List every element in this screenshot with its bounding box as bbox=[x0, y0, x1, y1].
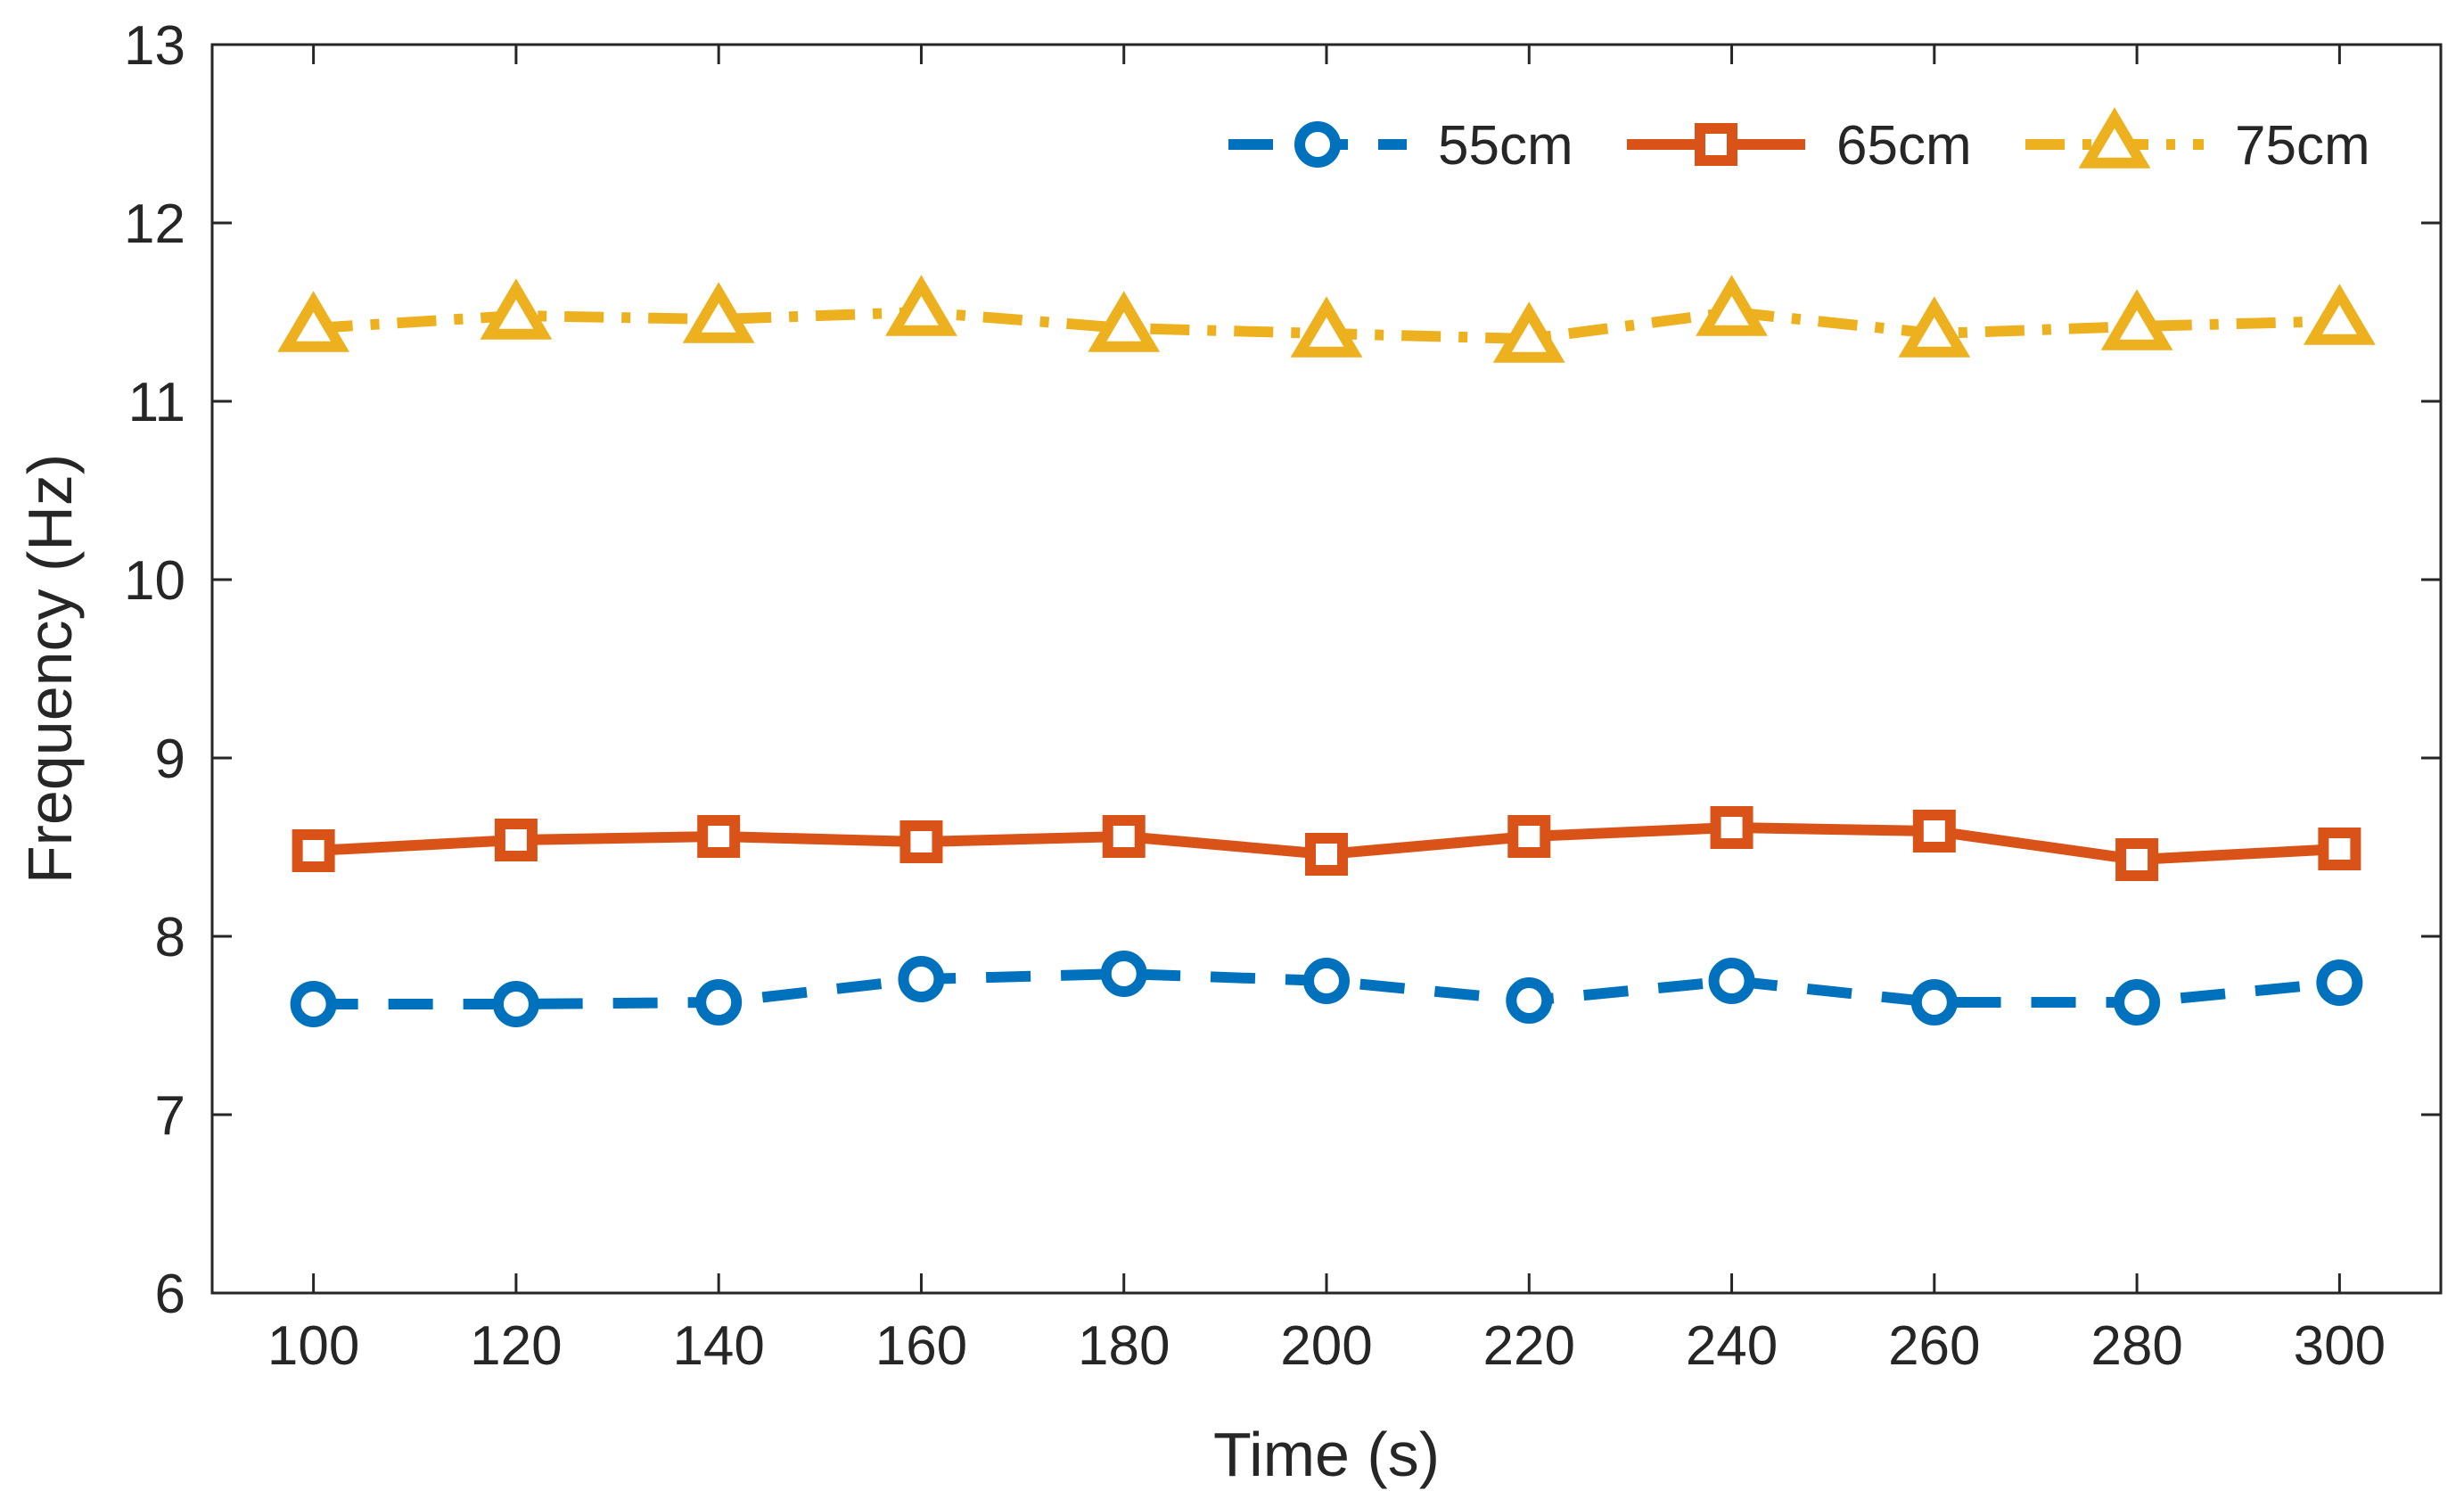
data-point-75cm-140 bbox=[682, 282, 755, 343]
legend-label-55cm: 55cm bbox=[1438, 115, 1573, 177]
data-point-65cm-120 bbox=[494, 819, 538, 861]
y-tick-label: 10 bbox=[124, 550, 185, 612]
legend-marker-75cm bbox=[2078, 107, 2151, 169]
data-point-75cm-160 bbox=[885, 275, 957, 336]
x-axis-ticks: 100 120 140 160 180 200 220 240 260 280 300 bbox=[267, 45, 2386, 1377]
y-tick-label: 11 bbox=[128, 372, 185, 433]
y-tick-label: 9 bbox=[155, 729, 185, 790]
data-point-75cm-120 bbox=[480, 278, 553, 340]
data-point-75cm-200 bbox=[1290, 296, 1363, 358]
data-point-65cm-180 bbox=[1102, 815, 1146, 858]
x-tick-label: 280 bbox=[2090, 1315, 2182, 1377]
series-75cm bbox=[277, 275, 2376, 363]
y-tick-label: 8 bbox=[155, 907, 185, 968]
y-axis-title: Frequency (Hz) bbox=[15, 454, 85, 884]
legend-label-75cm: 75cm bbox=[2235, 115, 2370, 177]
data-point-55cm-300 bbox=[2316, 960, 2363, 1006]
data-point-55cm-120 bbox=[492, 981, 539, 1027]
data-point-55cm-180 bbox=[1100, 951, 1147, 997]
data-point-65cm-200 bbox=[1305, 833, 1348, 876]
data-point-75cm-100 bbox=[277, 291, 350, 352]
x-tick-label: 260 bbox=[1888, 1315, 1980, 1377]
data-point-55cm-220 bbox=[1506, 977, 1553, 1024]
x-tick-label: 140 bbox=[672, 1315, 764, 1377]
legend-marker-55cm bbox=[1294, 121, 1341, 168]
legend: 55cm 65cm 75cm bbox=[1228, 107, 2370, 177]
x-tick-label: 220 bbox=[1483, 1315, 1575, 1377]
data-point-65cm-260 bbox=[1912, 810, 1956, 852]
x-tick-label: 120 bbox=[470, 1315, 562, 1377]
data-point-65cm-140 bbox=[697, 815, 741, 858]
data-point-55cm-240 bbox=[1708, 958, 1755, 1004]
x-axis-title: Time (s) bbox=[1213, 1420, 1440, 1489]
x-tick-label: 240 bbox=[1686, 1315, 1778, 1377]
x-tick-label: 100 bbox=[267, 1315, 359, 1377]
legend-label-65cm: 65cm bbox=[1836, 115, 1972, 177]
data-point-75cm-180 bbox=[1088, 291, 1161, 352]
y-tick-label: 6 bbox=[155, 1264, 185, 1325]
data-point-65cm-220 bbox=[1507, 815, 1551, 858]
x-tick-label: 300 bbox=[2294, 1315, 2386, 1377]
data-point-75cm-240 bbox=[1696, 275, 1768, 336]
x-tick-label: 200 bbox=[1280, 1315, 1372, 1377]
data-point-65cm-100 bbox=[292, 829, 335, 872]
x-tick-label: 180 bbox=[1078, 1315, 1170, 1377]
data-point-65cm-280 bbox=[2115, 838, 2159, 881]
x-tick-label: 160 bbox=[875, 1315, 967, 1377]
y-tick-label: 13 bbox=[124, 15, 185, 77]
data-point-55cm-280 bbox=[2114, 979, 2161, 1025]
data-point-65cm-300 bbox=[2318, 828, 2361, 870]
y-axis-ticks: 6 7 8 9 10 11 12 13 bbox=[124, 15, 2441, 1325]
legend-item-75cm: 75cm bbox=[2025, 107, 2370, 177]
legend-marker-65cm bbox=[1695, 123, 1737, 166]
data-point-55cm-200 bbox=[1303, 958, 1350, 1004]
y-tick-label: 12 bbox=[124, 194, 185, 255]
series-layer bbox=[277, 275, 2376, 1027]
data-point-65cm-160 bbox=[899, 820, 943, 863]
data-point-75cm-220 bbox=[1492, 301, 1565, 363]
data-point-55cm-160 bbox=[898, 956, 945, 1002]
data-point-65cm-240 bbox=[1710, 806, 1754, 849]
data-point-55cm-100 bbox=[290, 981, 337, 1027]
data-point-75cm-280 bbox=[2100, 289, 2173, 350]
data-point-55cm-260 bbox=[1910, 979, 1958, 1025]
data-point-55cm-140 bbox=[695, 979, 743, 1025]
plot-area bbox=[212, 45, 2441, 1293]
series-55cm bbox=[290, 951, 2363, 1027]
data-point-75cm-260 bbox=[1898, 296, 1971, 358]
y-tick-label: 7 bbox=[155, 1085, 185, 1147]
legend-item-55cm: 55cm bbox=[1228, 115, 1573, 177]
data-point-75cm-300 bbox=[2303, 284, 2376, 345]
series-65cm bbox=[292, 806, 2361, 881]
legend-item-65cm: 65cm bbox=[1627, 115, 1972, 177]
